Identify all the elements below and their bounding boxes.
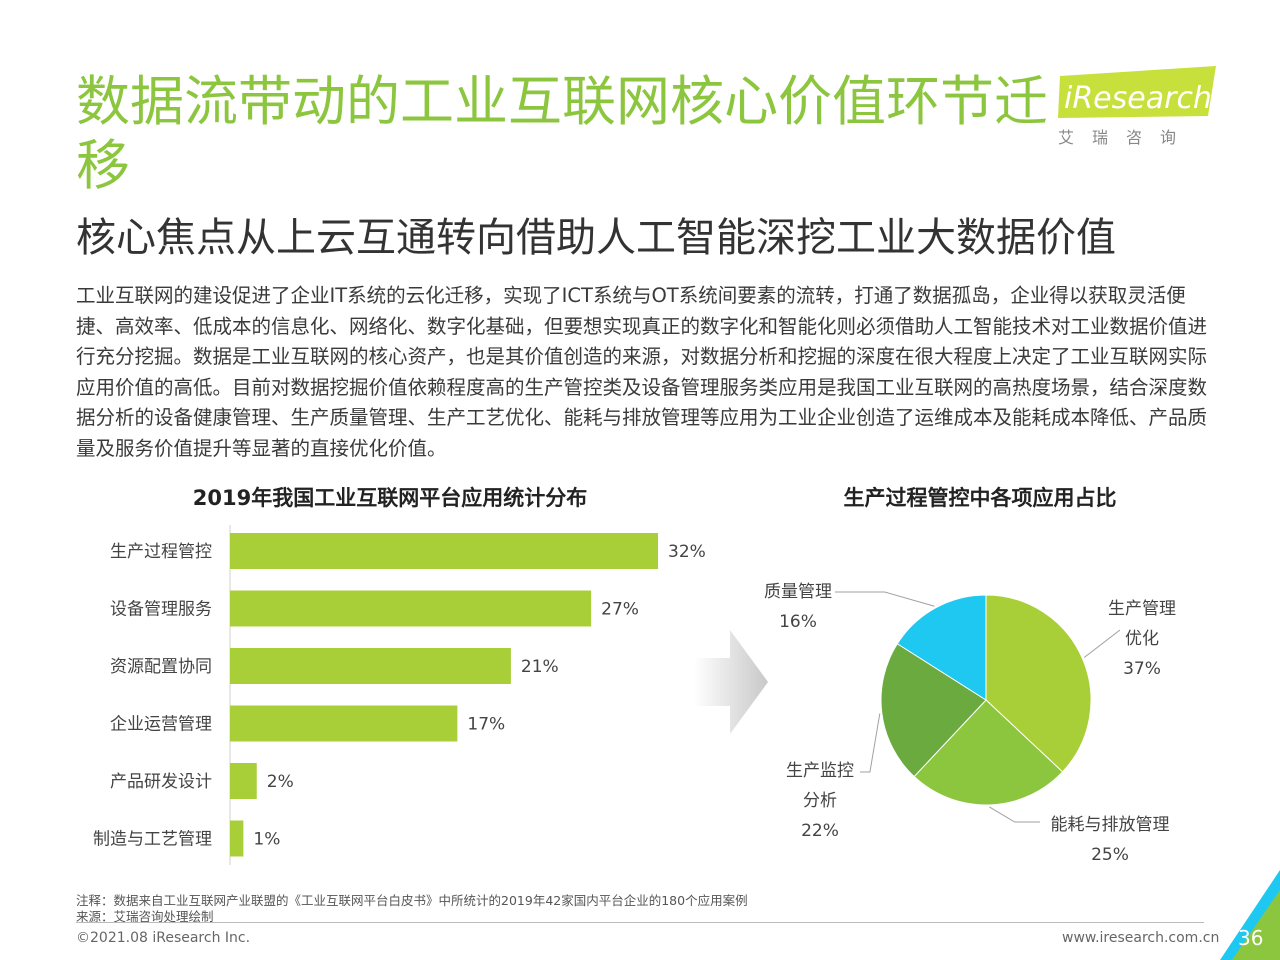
pie-value-label: 16% bbox=[779, 612, 817, 632]
pie-value-label: 22% bbox=[801, 821, 839, 841]
page-title: 数据流带动的工业互联网核心价值环节迁移 bbox=[76, 70, 1048, 197]
bar bbox=[230, 590, 592, 627]
pie-value-label: 37% bbox=[1123, 659, 1161, 679]
pie-slice bbox=[880, 643, 987, 778]
pie-slice bbox=[913, 699, 1064, 806]
bar-value-label: 27% bbox=[601, 600, 639, 620]
bar-category-label: 资源配置协同 bbox=[110, 657, 212, 677]
bar-chart-title: 2019年我国工业互联网平台应用统计分布 bbox=[192, 486, 588, 510]
bar-value-label: 2% bbox=[267, 772, 294, 792]
pie-leader-line bbox=[989, 806, 1040, 823]
logo-subtitle: 艾瑞咨询 bbox=[1058, 128, 1195, 147]
bar bbox=[230, 648, 511, 684]
corner-decoration bbox=[1220, 870, 1280, 960]
pie-slice-label: 优化 bbox=[1125, 629, 1159, 649]
page-subtitle: 核心焦点从上云互通转向借助人工智能深挖工业大数据价值 bbox=[76, 215, 1116, 261]
bar-value-label: 32% bbox=[668, 542, 706, 562]
website-link[interactable]: www.iresearch.com.cn bbox=[1062, 930, 1220, 946]
pie-slice-label: 生产监控 bbox=[786, 761, 854, 781]
bar-category-label: 企业运营管理 bbox=[110, 715, 212, 735]
source-note: 来源：艾瑞咨询处理绘制 bbox=[76, 909, 214, 924]
bar-value-label: 21% bbox=[521, 657, 559, 677]
bar-category-label: 制造与工艺管理 bbox=[93, 830, 212, 850]
bar bbox=[230, 820, 244, 857]
pie-slice-label: 分析 bbox=[803, 791, 837, 811]
arrow-icon bbox=[694, 630, 768, 734]
bar-chart: 生产过程管控 32% 设备管理服务 27% 资源配置协同 21% 企业运营管理 17% 产品研发… bbox=[93, 525, 706, 865]
bar bbox=[230, 533, 658, 569]
footnote: 注释：数据来自工业互联网产业联盟的《工业互联网平台白皮书》中所统计的2019年4… bbox=[76, 893, 748, 908]
svg-text:iResearch: iResearch bbox=[1064, 81, 1212, 116]
bar-category-label: 产品研发设计 bbox=[110, 772, 212, 792]
iresearch-logo: iResearch bbox=[1058, 66, 1216, 118]
footer-divider bbox=[76, 922, 1204, 923]
pie-chart-title: 生产过程管控中各项应用占比 bbox=[843, 486, 1117, 510]
page-number: 36 bbox=[1238, 926, 1264, 950]
pie-value-label: 25% bbox=[1091, 845, 1129, 865]
bar-category-label: 设备管理服务 bbox=[110, 600, 212, 620]
pie-slice bbox=[896, 594, 987, 701]
pie-slice-label: 能耗与排放管理 bbox=[1051, 815, 1170, 835]
pie-slice-label: 生产管理 bbox=[1108, 599, 1176, 619]
bar-value-label: 1% bbox=[253, 830, 280, 850]
pie-leader-line bbox=[860, 713, 881, 773]
copyright: ©2021.08 iResearch Inc. bbox=[76, 930, 251, 946]
body-paragraph: 工业互联网的建设促进了企业IT系统的云化迁移，实现了ICT系统与OT系统间要素的… bbox=[76, 284, 1208, 460]
bar bbox=[230, 763, 257, 799]
pie-slice bbox=[985, 594, 1092, 773]
bar-value-label: 17% bbox=[467, 715, 505, 735]
bar bbox=[230, 705, 458, 742]
pie-leader-line bbox=[1083, 629, 1121, 658]
bar-category-label: 生产过程管控 bbox=[110, 542, 212, 562]
pie-slice-label: 质量管理 bbox=[764, 582, 832, 602]
pie-leader-line bbox=[835, 591, 935, 607]
